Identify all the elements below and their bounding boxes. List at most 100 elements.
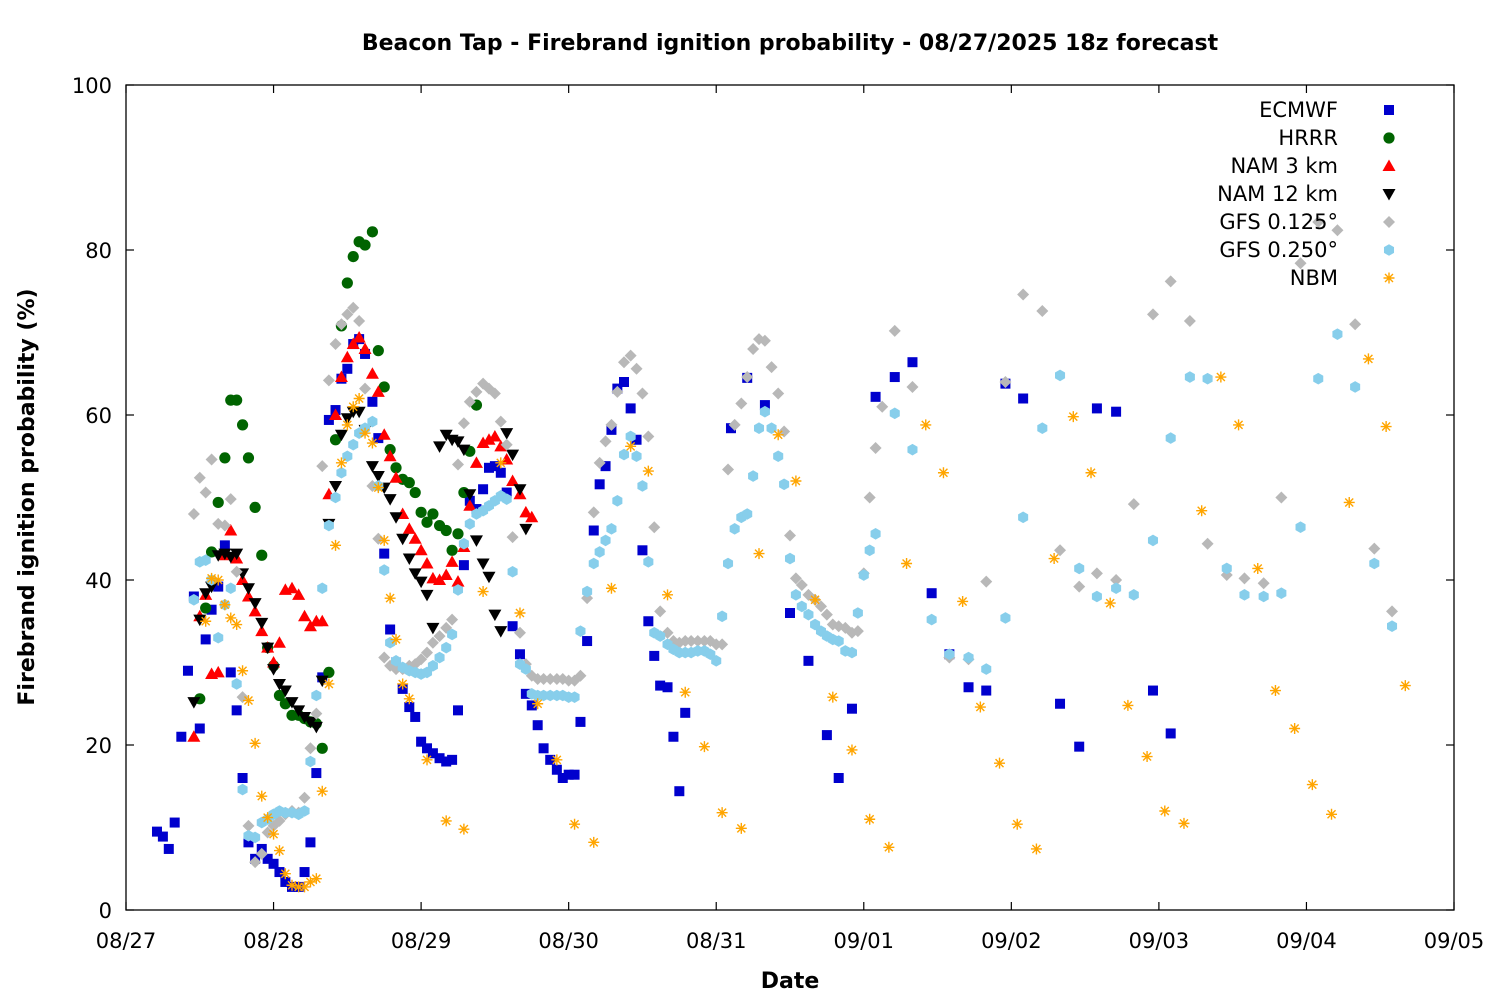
data-point: [507, 621, 518, 632]
data-point: [519, 523, 533, 536]
data-point: [605, 582, 617, 594]
data-point: [378, 651, 391, 664]
data-point: [335, 318, 348, 331]
data-point: [643, 556, 654, 568]
data-point: [999, 376, 1012, 388]
data-point: [402, 553, 416, 566]
data-point: [390, 633, 402, 645]
data-point: [200, 602, 212, 614]
data-point: [389, 471, 403, 483]
data-point: [599, 435, 612, 448]
data-point: [863, 491, 876, 504]
data-point: [231, 394, 243, 406]
data-point: [833, 773, 844, 783]
data-point: [367, 396, 378, 407]
data-point: [1127, 498, 1140, 511]
y-tick-label: 60: [85, 404, 112, 428]
data-point: [237, 665, 249, 677]
data-point: [748, 470, 759, 482]
data-point: [1306, 779, 1318, 791]
data-point: [1331, 224, 1344, 237]
data-point: [206, 572, 218, 584]
data-point: [545, 754, 556, 765]
data-point: [403, 693, 415, 705]
x-tick-label: 09/05: [1424, 929, 1485, 953]
data-point: [1091, 590, 1102, 603]
data-point: [1201, 537, 1214, 550]
data-point: [225, 667, 236, 678]
data-point: [336, 466, 347, 479]
data-point: [625, 403, 636, 414]
data-point: [1146, 308, 1159, 321]
data-point: [213, 581, 224, 592]
data-point: [1122, 699, 1134, 711]
data-point: [747, 343, 760, 355]
data-point: [514, 649, 525, 660]
data-point: [427, 748, 438, 759]
data-point: [420, 557, 434, 569]
data-point: [451, 575, 465, 587]
data-point: [662, 682, 673, 693]
data-point: [365, 461, 379, 473]
data-point: [1289, 723, 1301, 734]
data-point: [353, 314, 366, 327]
data-point: [476, 436, 490, 449]
data-point: [317, 582, 328, 595]
data-point: [784, 529, 796, 542]
data-point: [494, 415, 507, 428]
data-point: [765, 361, 778, 374]
data-point: [379, 564, 390, 576]
data-point: [231, 705, 242, 716]
data-point: [305, 837, 316, 848]
data-point: [1055, 698, 1066, 709]
data-point: [1332, 328, 1343, 340]
data-point: [852, 607, 863, 619]
data-point: [285, 697, 299, 709]
data-point: [242, 452, 255, 464]
data-point: [292, 588, 306, 600]
data-point: [242, 694, 254, 706]
data-point: [414, 576, 428, 589]
data-point: [421, 516, 433, 528]
data-point: [981, 685, 992, 696]
data-point: [716, 807, 728, 819]
x-tick-label: 08/31: [686, 929, 747, 953]
data-point: [753, 422, 765, 434]
data-point: [803, 608, 814, 621]
data-point: [342, 363, 353, 374]
data-point: [219, 599, 231, 611]
data-point: [340, 413, 354, 425]
data-point: [304, 742, 317, 755]
data-point: [200, 554, 211, 566]
data-point: [447, 628, 458, 641]
legend-marker: [1383, 244, 1395, 256]
data-point: [219, 452, 231, 464]
data-point: [426, 636, 439, 649]
legend-label: GFS 0.250°: [1219, 238, 1338, 262]
data-point: [1221, 562, 1232, 575]
data-point: [1055, 369, 1066, 382]
data-point: [655, 630, 666, 642]
data-point: [619, 377, 629, 387]
data-point: [790, 589, 801, 601]
data-point: [299, 867, 310, 878]
data-point: [316, 460, 329, 473]
data-point: [256, 549, 268, 561]
data-point: [359, 239, 371, 251]
data-point: [1011, 818, 1023, 830]
data-point: [725, 423, 736, 434]
data-point: [243, 837, 254, 848]
data-point: [200, 615, 212, 627]
legend-label: HRRR: [1278, 126, 1338, 150]
data-point: [1147, 685, 1158, 696]
data-point: [1164, 275, 1177, 288]
data-point: [625, 440, 637, 452]
data-point: [588, 557, 599, 570]
data-point: [796, 600, 807, 613]
data-point: [1104, 597, 1116, 609]
data-point: [870, 391, 881, 402]
data-point: [383, 449, 397, 462]
data-point: [495, 457, 507, 469]
data-point: [1294, 257, 1307, 270]
data-point: [698, 741, 710, 753]
